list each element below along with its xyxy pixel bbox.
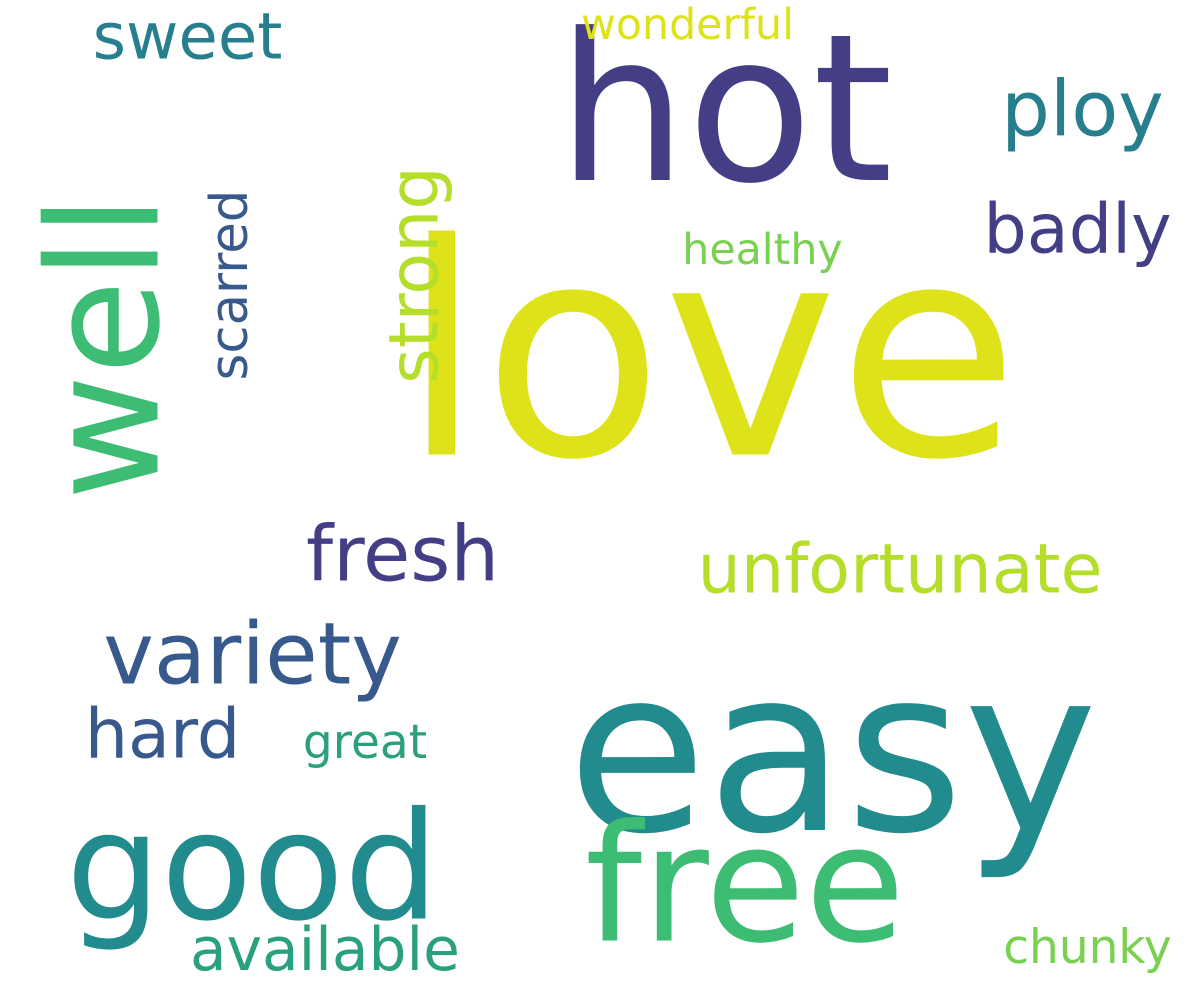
word-easy: easy: [567, 621, 1097, 884]
word-healthy: healthy: [682, 225, 842, 275]
word-fresh: fresh: [306, 511, 499, 600]
word-chunky: chunky: [1003, 920, 1172, 975]
word-badly: badly: [983, 191, 1171, 270]
word-well: well: [16, 195, 195, 501]
word-wonderful: wonderful: [581, 0, 794, 50]
word-love: love: [401, 181, 1019, 525]
word-hard: hard: [85, 696, 241, 775]
word-variety: variety: [103, 606, 402, 705]
word-free: free: [585, 791, 905, 980]
word-ploy: ploy: [1001, 66, 1164, 155]
word-sweet: sweet: [93, 1, 283, 75]
word-scarred: scarred: [200, 190, 260, 381]
word-hot: hot: [557, 0, 893, 229]
word-strong: strong: [376, 166, 455, 384]
word-unfortunate: unfortunate: [698, 531, 1103, 610]
word-available: available: [190, 915, 460, 985]
word-good: good: [66, 781, 439, 955]
word-great: great: [303, 715, 427, 770]
